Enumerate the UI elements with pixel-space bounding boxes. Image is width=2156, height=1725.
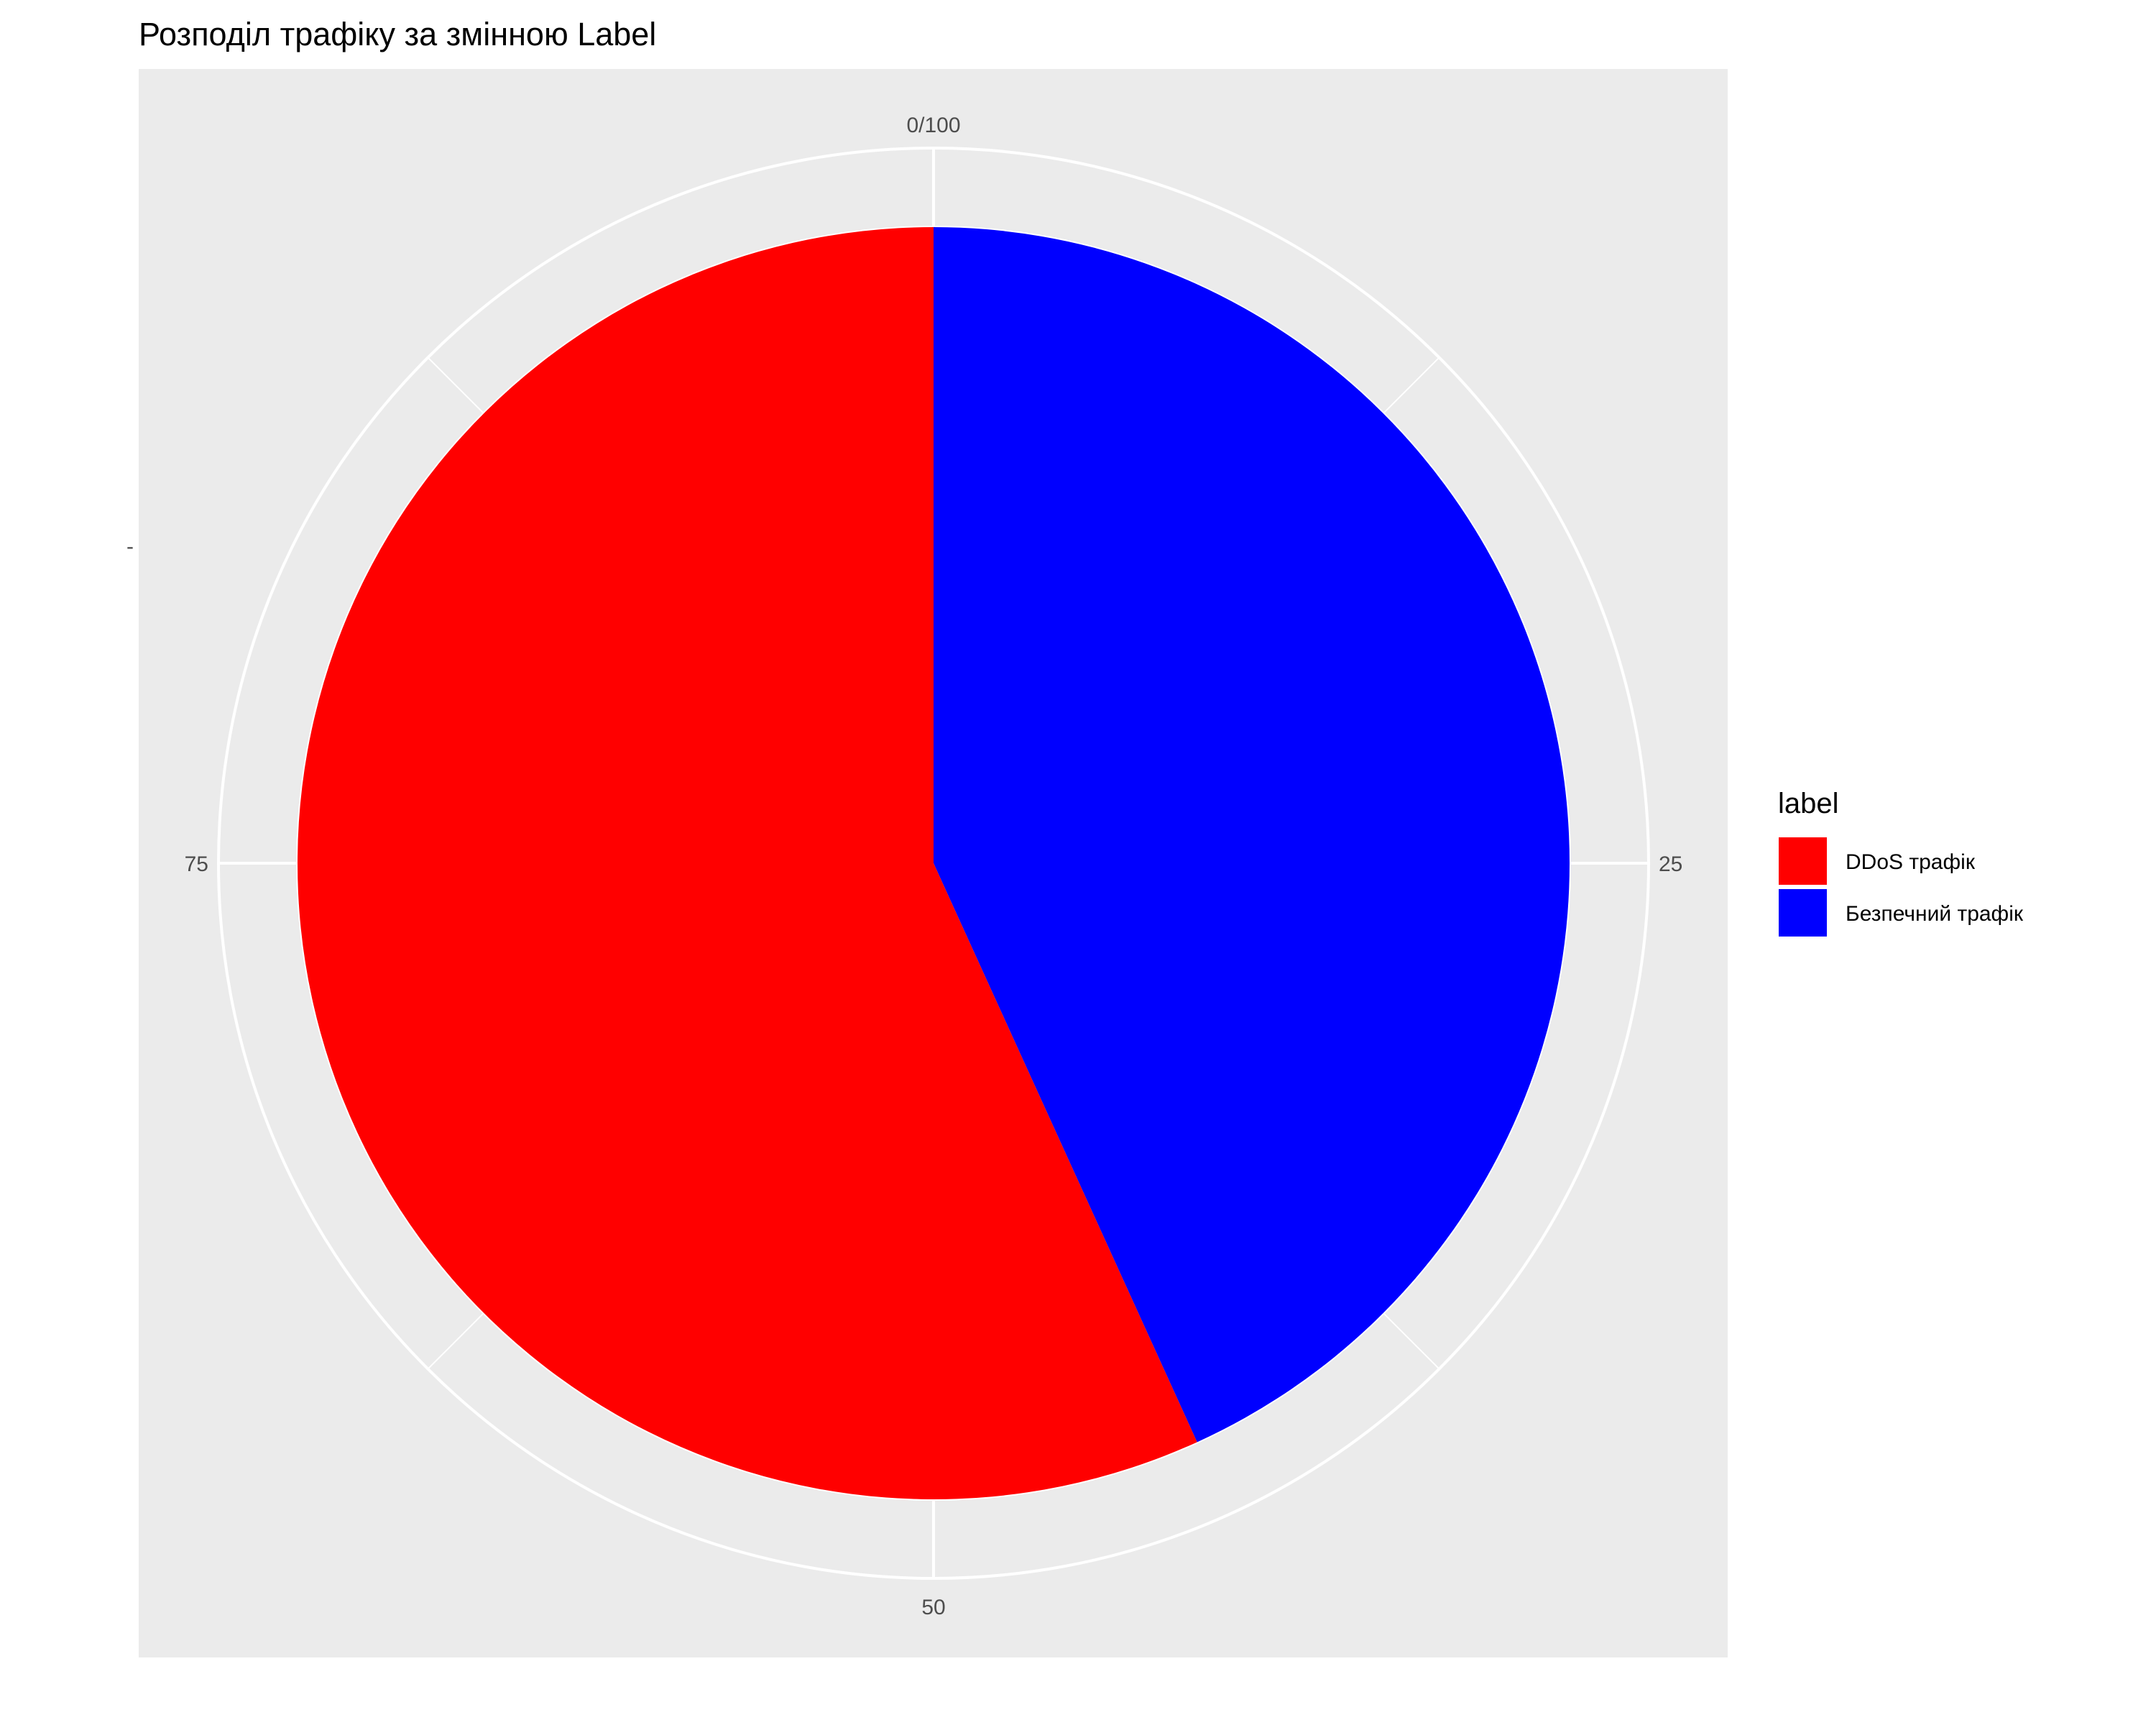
theta-tick-label: 50: [921, 1596, 945, 1619]
theta-tick-labels: 0/100 25 50 75: [185, 114, 1683, 1619]
y-axis-tick-label: -: [126, 535, 134, 558]
theta-tick-label: 25: [1659, 852, 1682, 876]
theta-tick-label: 75: [185, 852, 208, 876]
legend-keys: DDoS трафік Безпечний трафік: [1777, 836, 2024, 938]
legend-key: [1777, 836, 1828, 886]
legend-key: [1777, 888, 1828, 938]
legend-label: Безпечний трафік: [1846, 902, 2024, 926]
pie-slices: [297, 227, 1570, 1499]
pie-slice: [934, 227, 1570, 1443]
legend-label: DDoS трафік: [1846, 850, 1976, 874]
theta-tick-label: 0/100: [906, 114, 960, 137]
pie-slice: [297, 227, 1197, 1499]
chart-title: Розподіл трафіку за змінною Label: [139, 16, 656, 52]
legend-title: label: [1778, 788, 1839, 819]
